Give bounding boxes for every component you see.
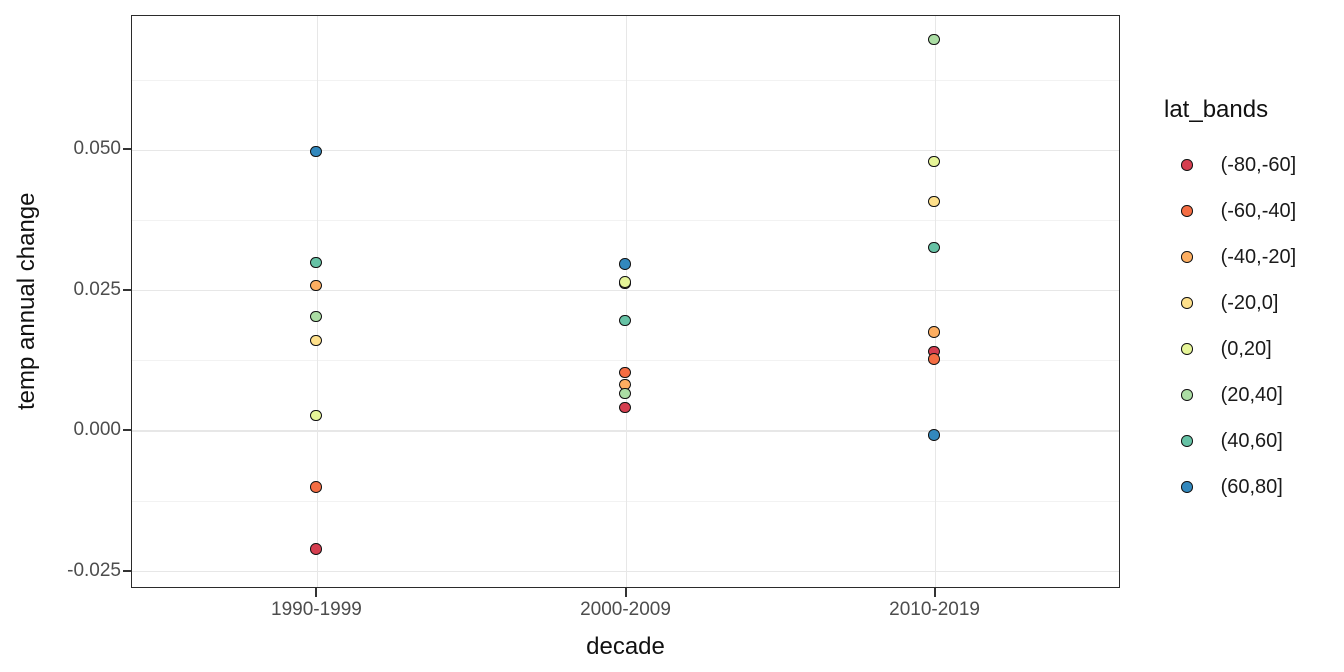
y-tick-mark	[123, 288, 131, 291]
legend-label: (-40,-20]	[1220, 245, 1297, 268]
data-point	[309, 145, 322, 158]
gridline-major	[132, 289, 1119, 292]
data-point	[309, 310, 322, 323]
gridline-major	[132, 570, 1119, 573]
y-tick-mark	[123, 429, 131, 432]
x-axis-title: decade	[586, 633, 665, 660]
data-point	[928, 353, 940, 366]
gridline-vertical	[316, 16, 319, 587]
data-point	[309, 256, 322, 269]
data-point	[619, 314, 631, 327]
legend-item: (0,20]	[1164, 326, 1340, 372]
x-tick-label: 2000-2009	[580, 599, 671, 620]
legend-key-icon	[1181, 251, 1193, 263]
data-point	[309, 334, 322, 347]
legend-key-icon	[1181, 481, 1193, 493]
gridline-major	[132, 430, 1119, 432]
legend-item: (-80,-60]	[1164, 142, 1340, 188]
legend-label: (-20,0]	[1220, 291, 1279, 314]
data-point	[309, 279, 322, 292]
legend: lat_bands (-80,-60] (-60,-40] (-40,-20] (-2…	[1164, 96, 1340, 510]
legend-key-icon	[1181, 435, 1193, 447]
legend-key-icon	[1181, 297, 1193, 309]
data-point	[619, 258, 631, 271]
data-point	[928, 326, 940, 339]
data-point	[928, 155, 940, 168]
legend-label: (0,20]	[1220, 337, 1272, 360]
y-axis-title: temp annual change	[13, 192, 40, 411]
legend-item: (20,40]	[1164, 372, 1340, 418]
legend-items: (-80,-60] (-60,-40] (-40,-20] (-20,0] (0,20]…	[1164, 142, 1340, 510]
x-tick-mark	[315, 588, 318, 597]
y-tick-label: -0.025	[67, 559, 121, 581]
x-tick-mark	[624, 588, 627, 597]
data-point	[928, 195, 940, 208]
legend-key-icon	[1181, 205, 1193, 217]
y-tick-mark	[123, 569, 131, 572]
legend-item: (-40,-20]	[1164, 234, 1340, 280]
data-point	[928, 33, 940, 46]
legend-label: (40,60]	[1220, 429, 1283, 452]
x-tick-mark	[933, 588, 936, 597]
data-point	[309, 543, 322, 555]
x-tick-label: 2010-2019	[889, 599, 980, 620]
legend-item: (-60,-40]	[1164, 188, 1340, 234]
y-tick-mark	[123, 148, 131, 151]
legend-key-icon	[1181, 343, 1193, 355]
legend-item: (40,60]	[1164, 418, 1340, 464]
legend-title: lat_bands	[1164, 96, 1269, 123]
gridline-vertical	[625, 16, 628, 587]
data-point	[309, 409, 322, 422]
legend-key-icon	[1181, 389, 1193, 401]
gridline-minor	[132, 79, 1119, 81]
legend-label: (60,80]	[1220, 475, 1283, 498]
legend-label: (20,40]	[1220, 383, 1283, 406]
gridline-minor	[132, 219, 1119, 221]
plot-panel	[131, 15, 1120, 588]
data-point	[309, 480, 322, 493]
data-point	[619, 401, 631, 414]
y-tick-label: 0.050	[73, 138, 121, 160]
legend-label: (-80,-60]	[1220, 153, 1297, 176]
legend-key-icon	[1181, 159, 1193, 171]
data-point	[928, 429, 940, 441]
data-point	[619, 366, 631, 379]
y-tick-label: 0.000	[73, 419, 121, 441]
data-point	[619, 387, 631, 400]
data-point	[928, 241, 940, 254]
gridline-vertical	[934, 16, 937, 587]
gridline-minor	[132, 360, 1119, 362]
legend-item: (-20,0]	[1164, 280, 1340, 326]
gridline-minor	[132, 500, 1119, 502]
data-point	[619, 276, 631, 289]
gridline-major	[132, 149, 1119, 151]
y-tick-label: 0.025	[73, 278, 121, 300]
x-tick-label: 1990-1999	[271, 599, 362, 620]
legend-label: (-60,-40]	[1220, 199, 1297, 222]
legend-item: (60,80]	[1164, 464, 1340, 510]
